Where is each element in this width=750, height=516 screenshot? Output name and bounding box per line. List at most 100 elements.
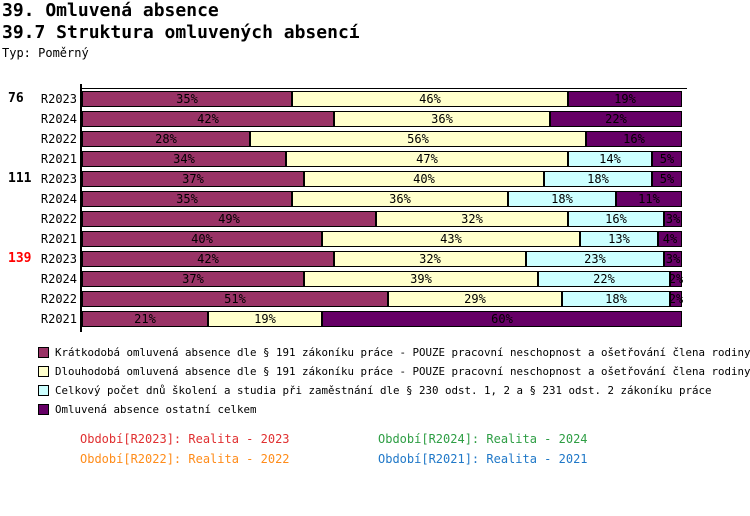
bar-row: 37% 40% 18% 5% [82, 171, 682, 187]
legend-color-swatch [38, 366, 49, 377]
row-label: R2022 [40, 292, 77, 306]
legend-label: Dlouhodobá omluvená absence dle § 191 zá… [55, 365, 750, 378]
bar-segment: 29% [388, 291, 562, 307]
bar-segment-label: 32% [419, 252, 441, 266]
bar-segment: 60% [322, 311, 682, 327]
bar-segment: 35% [82, 191, 292, 207]
bar-segment-label: 42% [197, 112, 219, 126]
bar-segment-label: 49% [218, 212, 240, 226]
report-number-title: 39. Omluvená absence [2, 0, 219, 21]
bar-segment: 36% [334, 111, 550, 127]
legend-color-swatch [38, 404, 49, 415]
row-label: R2024 [40, 112, 77, 126]
bar-segment-label: 3% [665, 252, 681, 266]
bar-segment: 42% [82, 251, 334, 267]
y-axis-line [80, 84, 82, 332]
bar-segment: 56% [250, 131, 586, 147]
row-label: R2021 [40, 232, 77, 246]
row-label: R2023 [40, 92, 77, 106]
row-label: R2022 [40, 132, 77, 146]
bar-segment-label: 37% [182, 172, 204, 186]
bar-segment-label: 56% [407, 132, 429, 146]
bar-segment: 22% [538, 271, 670, 287]
bar-segment: 13% [580, 231, 658, 247]
bar-segment-label: 3% [665, 212, 681, 226]
row-label: R2023 [40, 172, 77, 186]
bar-segment: 32% [334, 251, 526, 267]
bar-segment: 35% [82, 91, 292, 107]
bar-segment-label: 5% [659, 152, 675, 166]
bar-segment: 5% [652, 151, 682, 167]
bar-segment: 19% [208, 311, 322, 327]
bar-segment: 49% [82, 211, 376, 227]
bar-segment-label: 4% [662, 232, 678, 246]
bar-segment: 47% [286, 151, 568, 167]
row-label: R2024 [40, 272, 77, 286]
bar-segment: 2% [668, 271, 684, 287]
bar-segment-label: 42% [197, 252, 219, 266]
bar-segment: 28% [82, 131, 250, 147]
bar-segment-label: 19% [614, 92, 636, 106]
bar-row: 34% 47% 14% 5% [82, 151, 682, 167]
row-label: R2022 [40, 212, 77, 226]
bar-segment-label: 39% [410, 272, 432, 286]
bar-segment: 40% [82, 231, 322, 247]
bar-segment-label: 2% [668, 292, 684, 306]
row-label: R2021 [40, 152, 77, 166]
bar-segment-label: 29% [464, 292, 486, 306]
row-label: R2021 [40, 312, 77, 326]
bar-segment-label: 16% [623, 132, 645, 146]
bar-segment-label: 19% [254, 312, 276, 326]
bar-row: 42% 36% 22% [82, 111, 682, 127]
group-label: 139 [8, 251, 32, 266]
bar-segment: 3% [664, 211, 682, 227]
bar-segment-label: 47% [416, 152, 438, 166]
legend-label: Krátkodobá omluvená absence dle § 191 zá… [55, 346, 750, 359]
bar-segment: 2% [668, 291, 684, 307]
bar-segment: 18% [508, 191, 616, 207]
bar-segment: 37% [82, 271, 304, 287]
bar-segment-label: 18% [551, 192, 573, 206]
bar-segment-label: 5% [659, 172, 675, 186]
bar-row: 40% 43% 13% 4% [82, 231, 682, 247]
bar-row: 42% 32% 23% 3% [82, 251, 682, 267]
legend-label: Celkový počet dnů školení a studia při z… [55, 384, 712, 397]
bar-segment-label: 2% [668, 272, 684, 286]
bar-segment: 18% [562, 291, 670, 307]
bar-segment-label: 28% [155, 132, 177, 146]
bar-segment: 3% [664, 251, 682, 267]
period-label: Období[R2021]: Realita - 2021 [378, 452, 588, 466]
bar-segment-label: 21% [134, 312, 156, 326]
bar-segment-label: 23% [584, 252, 606, 266]
period-label: Období[R2023]: Realita - 2023 [80, 432, 290, 446]
bar-segment: 22% [550, 111, 682, 127]
plot-top-border [80, 88, 687, 89]
bar-segment-label: 37% [182, 272, 204, 286]
bar-segment-label: 18% [605, 292, 627, 306]
bar-segment: 39% [304, 271, 538, 287]
bar-segment: 40% [304, 171, 544, 187]
bar-segment: 11% [616, 191, 682, 207]
bar-segment: 34% [82, 151, 286, 167]
period-label: Období[R2024]: Realita - 2024 [378, 432, 588, 446]
bar-segment: 4% [658, 231, 682, 247]
bar-segment: 36% [292, 191, 508, 207]
bar-row: 21% 19% 60% [82, 311, 682, 327]
period-label: Období[R2022]: Realita - 2022 [80, 452, 290, 466]
legend-color-swatch [38, 347, 49, 358]
report-section-title: 39.7 Struktura omluvených absencí [2, 22, 360, 43]
bar-segment-label: 36% [389, 192, 411, 206]
group-label: 76 [8, 91, 24, 106]
bar-row: 28% 56% 16% [82, 131, 682, 147]
bar-row: 37% 39% 22% 2% [82, 271, 684, 287]
bar-segment-label: 51% [224, 292, 246, 306]
bar-segment-label: 22% [593, 272, 615, 286]
bar-segment: 32% [376, 211, 568, 227]
bar-segment: 19% [568, 91, 682, 107]
bar-segment-label: 46% [419, 92, 441, 106]
bar-segment-label: 18% [587, 172, 609, 186]
bar-segment-label: 14% [599, 152, 621, 166]
bar-segment-label: 13% [608, 232, 630, 246]
bar-segment: 42% [82, 111, 334, 127]
